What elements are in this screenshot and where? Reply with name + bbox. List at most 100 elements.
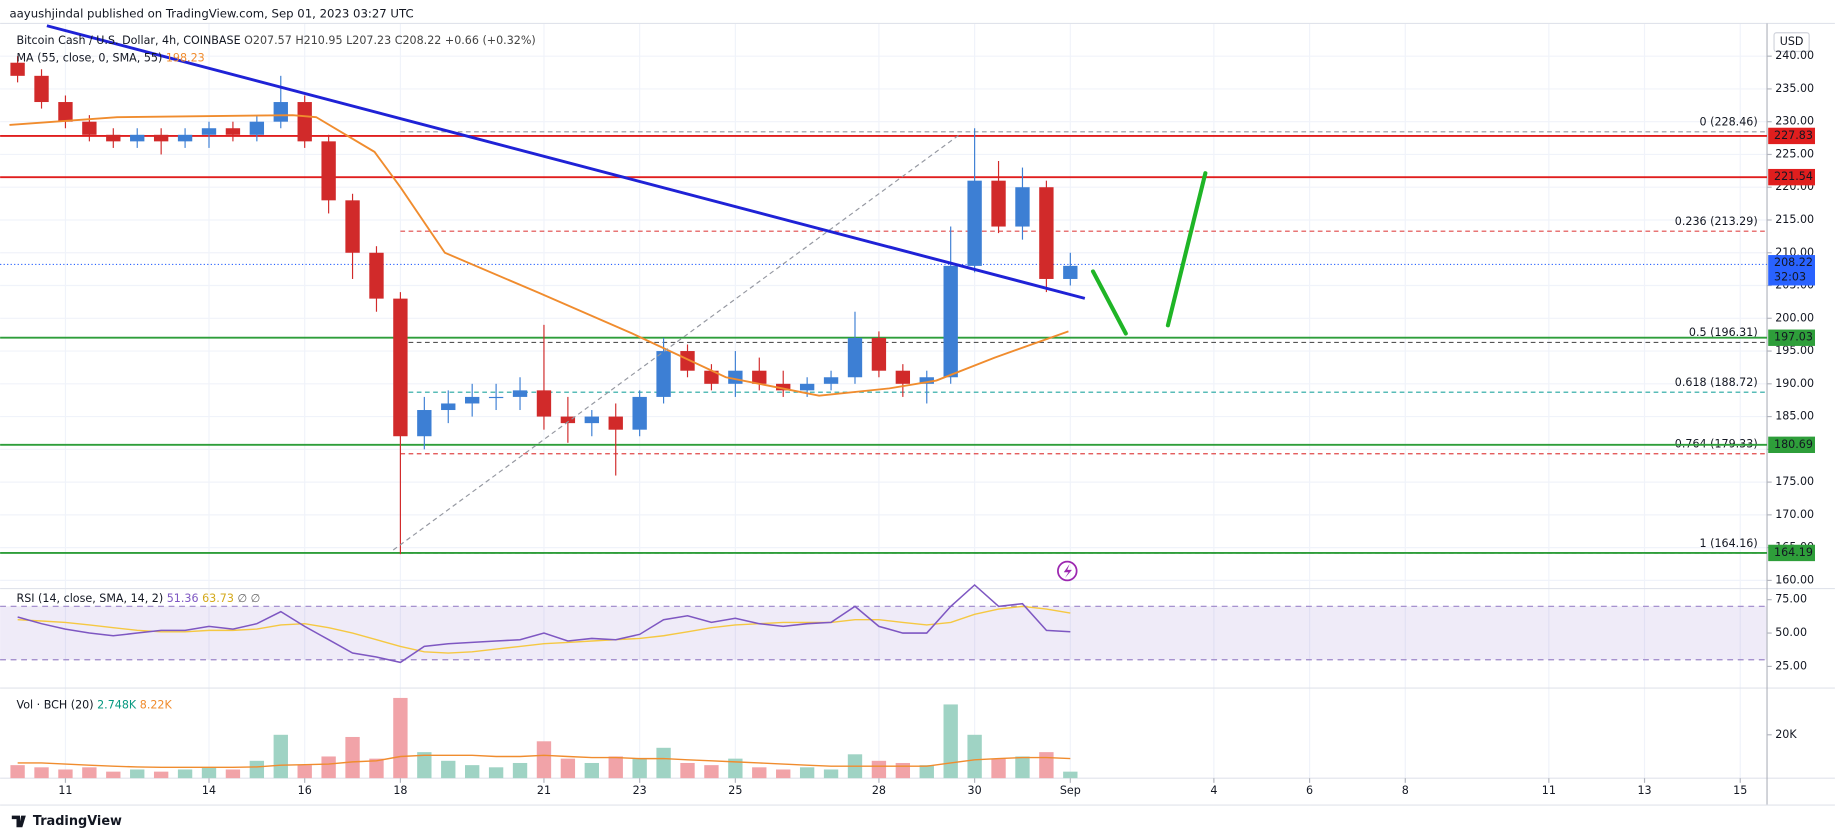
candle-body — [632, 396, 647, 430]
x-tick-label: 14 — [202, 784, 216, 797]
volume-bar — [225, 769, 241, 779]
volume-bar — [1063, 771, 1078, 779]
candle-body — [10, 62, 25, 76]
last-price-tag — [1768, 255, 1816, 286]
x-tick-label: 23 — [633, 784, 647, 797]
level-tag-label: 227.83 — [1774, 129, 1813, 142]
candle-body — [297, 102, 312, 142]
candle-body — [656, 351, 671, 397]
volume-bar — [297, 765, 312, 779]
volume-bar — [512, 762, 528, 779]
volume-bar — [656, 747, 671, 779]
candle-body — [465, 396, 480, 404]
y-tick-label: 160.00 — [1775, 573, 1814, 586]
volume-bar — [465, 765, 480, 779]
y-tick-label: 215.00 — [1775, 213, 1814, 226]
candle-body — [34, 75, 49, 103]
candle-body — [1015, 187, 1030, 227]
y-tick-label: 200.00 — [1775, 311, 1814, 324]
volume-bar — [584, 762, 599, 779]
candle-body — [345, 200, 360, 253]
volume-bar — [153, 771, 169, 779]
countdown: 32:03 — [1774, 270, 1806, 283]
currency-button[interactable] — [1773, 32, 1810, 53]
volume-legend: Vol · BCH (20) 2.748K 8.22K — [16, 699, 172, 712]
candle-body — [249, 121, 265, 135]
fib-label: 0 (228.46) — [1700, 115, 1758, 128]
legend: Bitcoin Cash / U.S. Dollar, 4h, COINBASE… — [16, 34, 535, 47]
candle-body — [799, 383, 815, 391]
x-tick-label: 16 — [298, 784, 312, 797]
volume-bar — [177, 769, 193, 779]
candle-body — [991, 180, 1006, 227]
volume-bar — [393, 697, 408, 779]
footer-logo-icon — [11, 815, 26, 828]
last-price-label: 208.22 — [1774, 256, 1813, 269]
x-tick-label: 13 — [1637, 784, 1651, 797]
candle-body — [512, 390, 528, 397]
candle-body — [441, 403, 456, 411]
candle-body — [58, 102, 73, 122]
candle-body — [584, 416, 599, 424]
fib-trend-line — [392, 134, 960, 551]
volume-bar — [799, 767, 815, 779]
candle-body — [752, 370, 767, 384]
x-tick-label: 15 — [1733, 784, 1747, 797]
x-tick-label: 21 — [537, 784, 551, 797]
volume-bar — [943, 704, 958, 779]
rsi-tick-label: 75.00 — [1775, 593, 1807, 606]
volume-bar — [369, 758, 384, 779]
x-tick-label: 11 — [1542, 784, 1556, 797]
volume-bar — [130, 769, 145, 779]
volume-bar — [10, 765, 25, 779]
y-tick-label: 185.00 — [1775, 410, 1814, 423]
candle-body — [130, 134, 145, 142]
x-tick-label: 30 — [968, 784, 982, 797]
y-tick-label: 230.00 — [1775, 115, 1814, 128]
projection-arrow — [1090, 269, 1128, 336]
x-tick-label: 25 — [728, 784, 742, 797]
volume-bar — [273, 734, 288, 779]
volume-bar — [441, 760, 456, 779]
volume-bar — [967, 734, 982, 779]
event-icon-bolt — [1063, 564, 1072, 579]
volume-bar — [345, 736, 360, 779]
level-tag-label: 221.54 — [1774, 170, 1813, 183]
volume-bar — [704, 765, 719, 779]
event-icon[interactable] — [1057, 560, 1078, 582]
fib-label: 1 (164.16) — [1700, 537, 1758, 550]
header: aayushjindal published on TradingView.co… — [9, 7, 413, 21]
y-tick-label: 170.00 — [1775, 508, 1814, 521]
volume-bar — [201, 767, 217, 779]
volume-bar — [823, 769, 839, 779]
x-tick-label: 8 — [1402, 784, 1409, 797]
volume-bar — [608, 756, 623, 779]
x-tick-label: 28 — [872, 784, 886, 797]
level-tag — [1768, 544, 1816, 562]
y-tick-label: 225.00 — [1775, 147, 1814, 160]
fib-label: 0.236 (213.29) — [1675, 215, 1758, 228]
rsi-band — [0, 606, 1768, 660]
candle-body — [560, 416, 576, 424]
footer-logo: TradingView — [33, 814, 122, 829]
candle-body — [106, 134, 121, 142]
level-tag — [1768, 329, 1816, 346]
volume-bar — [82, 767, 97, 779]
rsi-line — [17, 583, 1071, 664]
volume-bar — [680, 762, 695, 779]
candle-body — [967, 180, 982, 266]
y-tick-label: 175.00 — [1775, 475, 1814, 488]
currency: USD — [1780, 35, 1804, 48]
candle-body — [1039, 187, 1054, 279]
volume-bar — [536, 741, 552, 779]
x-tick-label: 11 — [58, 784, 72, 797]
fib-label: 0.618 (188.72) — [1675, 376, 1758, 389]
volume-bar — [871, 760, 887, 779]
candle-body — [177, 134, 193, 142]
projection-arrow — [1165, 171, 1208, 328]
volume-bar — [776, 769, 791, 779]
candle-body — [321, 141, 336, 201]
volume-bar — [728, 758, 743, 779]
